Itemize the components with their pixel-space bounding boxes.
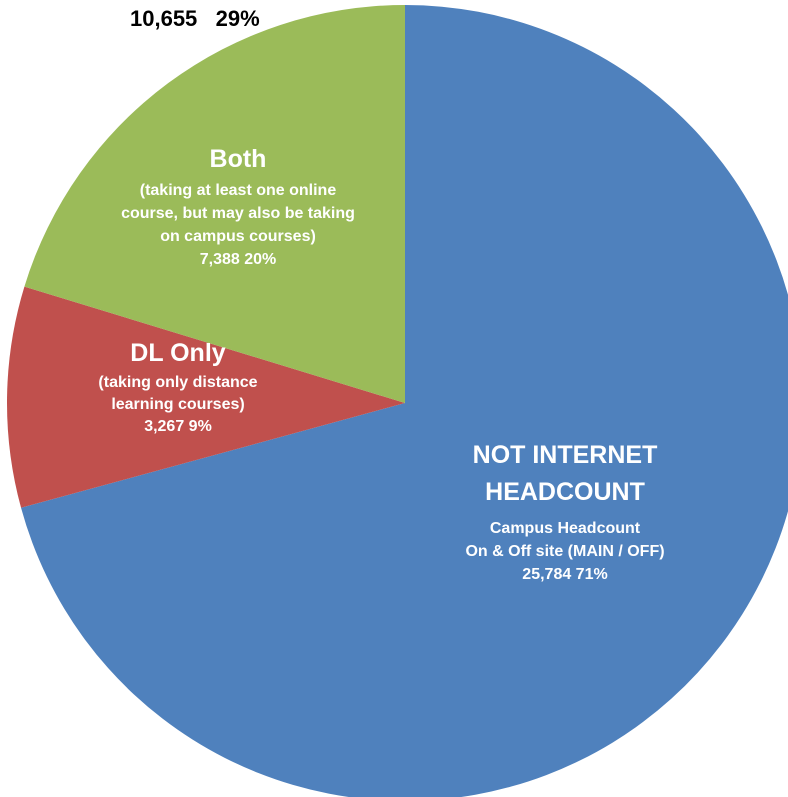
slice-label-dl-only: DL Only (taking only distance learning c… [58, 338, 298, 437]
slice-desc-both-line-3: on campus courses) [160, 228, 316, 246]
top-total-value: 10,655 [130, 6, 198, 31]
slice-label-not-internet: NOT INTERNET HEADCOUNT Campus Headcount … [420, 440, 710, 585]
top-total-percent: 29% [215, 6, 260, 31]
slice-value-not-internet: 25,784 71% [522, 565, 608, 583]
slice-desc-both-line-1: (taking at least one online [139, 182, 337, 200]
slice-value-dl-only: 3,267 9% [144, 418, 212, 436]
slice-desc-dl-only-line-1: (taking only distance [98, 374, 258, 392]
pie-slice-dl-only [6, 286, 406, 508]
pie-slice-not-internet [21, 5, 788, 797]
slice-desc-not-internet-line-1: Campus Headcount [489, 519, 641, 537]
slice-desc-both-line-2: course, but may also be taking [121, 205, 355, 223]
slice-title-not-internet-line-2: HEADCOUNT [485, 478, 645, 507]
top-total-label: 10,655 29% [130, 6, 260, 32]
slice-desc-not-internet-line-2: On & Off site (MAIN / OFF) [465, 542, 665, 560]
slice-label-both: Both (taking at least one online course,… [78, 144, 398, 270]
pie-slice-both [24, 5, 406, 403]
slice-title-dl-only: DL Only [130, 339, 226, 367]
slice-title-both: Both [209, 145, 267, 173]
slice-desc-dl-only-line-2: learning courses) [111, 396, 245, 414]
slice-title-not-internet-line-1: NOT INTERNET [472, 441, 658, 469]
slice-value-both: 7,388 20% [199, 251, 277, 269]
